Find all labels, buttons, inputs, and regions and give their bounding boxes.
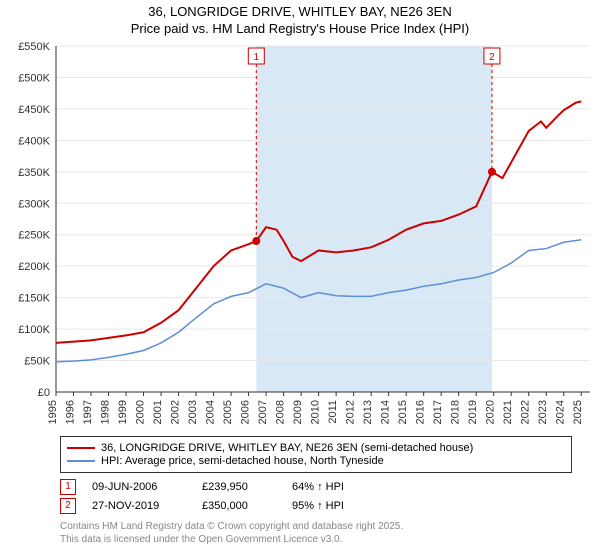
svg-text:2: 2	[489, 52, 495, 63]
svg-text:2004: 2004	[205, 400, 217, 424]
svg-text:2012: 2012	[345, 400, 357, 424]
svg-text:2022: 2022	[520, 400, 532, 424]
svg-text:2002: 2002	[170, 400, 182, 424]
svg-text:£50K: £50K	[24, 355, 50, 367]
footer-line-2: This data is licensed under the Open Gov…	[60, 533, 572, 546]
svg-text:2013: 2013	[362, 400, 374, 424]
svg-text:£450K: £450K	[18, 104, 50, 116]
event-row: 1 09-JUN-2006£239,95064% ↑ HPI	[60, 479, 572, 495]
svg-text:£500K: £500K	[18, 72, 50, 84]
svg-text:2017: 2017	[432, 400, 444, 424]
svg-text:£550K: £550K	[18, 41, 50, 53]
svg-text:£300K: £300K	[18, 198, 50, 210]
event-pct: 64% ↑ HPI	[292, 481, 344, 493]
svg-text:2010: 2010	[310, 400, 322, 424]
svg-text:2000: 2000	[135, 400, 147, 424]
svg-text:2011: 2011	[327, 400, 339, 424]
svg-text:2019: 2019	[467, 400, 479, 424]
footer-attribution: Contains HM Land Registry data © Crown c…	[60, 520, 572, 546]
svg-text:1998: 1998	[100, 400, 112, 424]
svg-text:1999: 1999	[117, 400, 129, 424]
svg-text:2021: 2021	[502, 400, 514, 424]
footer-line-1: Contains HM Land Registry data © Crown c…	[60, 520, 572, 533]
event-price: £350,000	[202, 500, 292, 512]
event-badge: 1	[60, 479, 76, 495]
svg-text:1: 1	[254, 52, 260, 63]
svg-text:2015: 2015	[397, 400, 409, 424]
svg-text:2007: 2007	[257, 400, 269, 424]
svg-text:1996: 1996	[65, 400, 77, 424]
svg-text:£100K: £100K	[18, 324, 50, 336]
legend: 36, LONGRIDGE DRIVE, WHITLEY BAY, NE26 3…	[60, 436, 572, 473]
event-date: 09-JUN-2006	[92, 481, 202, 493]
svg-text:2009: 2009	[292, 400, 304, 424]
title-line-1: 36, LONGRIDGE DRIVE, WHITLEY BAY, NE26 3…	[20, 4, 580, 21]
svg-text:2005: 2005	[222, 400, 234, 424]
svg-text:2023: 2023	[537, 400, 549, 424]
svg-text:£0: £0	[38, 387, 50, 399]
svg-text:2014: 2014	[380, 400, 392, 424]
legend-swatch	[67, 460, 95, 462]
svg-text:£150K: £150K	[18, 292, 50, 304]
event-table: 1 09-JUN-2006£239,95064% ↑ HPI 2 27-NOV-201…	[60, 479, 572, 514]
svg-text:2006: 2006	[240, 400, 252, 424]
svg-text:£200K: £200K	[18, 261, 50, 273]
legend-row: 36, LONGRIDGE DRIVE, WHITLEY BAY, NE26 3…	[67, 442, 565, 454]
svg-text:1997: 1997	[82, 400, 94, 424]
event-pct: 95% ↑ HPI	[292, 500, 344, 512]
event-price: £239,950	[202, 481, 292, 493]
line-chart-svg: £0 £50K £100K £150K £200K £250K £300K £350K £400…	[0, 40, 600, 430]
svg-text:2003: 2003	[187, 400, 199, 424]
legend-swatch	[67, 447, 95, 449]
legend-row: HPI: Average price, semi-detached house,…	[67, 455, 565, 467]
event-badge: 2	[60, 498, 76, 514]
event-row: 2 27-NOV-2019£350,00095% ↑ HPI	[60, 498, 572, 514]
svg-text:2018: 2018	[450, 400, 462, 424]
svg-text:2020: 2020	[485, 400, 497, 424]
svg-text:2025: 2025	[572, 400, 584, 424]
legend-label: HPI: Average price, semi-detached house,…	[101, 455, 384, 467]
chart-area: £0 £50K £100K £150K £200K £250K £300K £350K £400…	[0, 40, 600, 430]
svg-text:£250K: £250K	[18, 230, 50, 242]
svg-text:2001: 2001	[152, 400, 164, 424]
chart-title: 36, LONGRIDGE DRIVE, WHITLEY BAY, NE26 3…	[0, 0, 600, 40]
svg-text:2024: 2024	[555, 400, 567, 424]
svg-text:£350K: £350K	[18, 167, 50, 179]
title-line-2: Price paid vs. HM Land Registry's House …	[20, 21, 580, 38]
svg-text:2016: 2016	[415, 400, 427, 424]
event-date: 27-NOV-2019	[92, 500, 202, 512]
legend-label: 36, LONGRIDGE DRIVE, WHITLEY BAY, NE26 3…	[101, 442, 473, 454]
svg-text:1995: 1995	[47, 400, 59, 424]
svg-text:2008: 2008	[275, 400, 287, 424]
svg-text:£400K: £400K	[18, 135, 50, 147]
